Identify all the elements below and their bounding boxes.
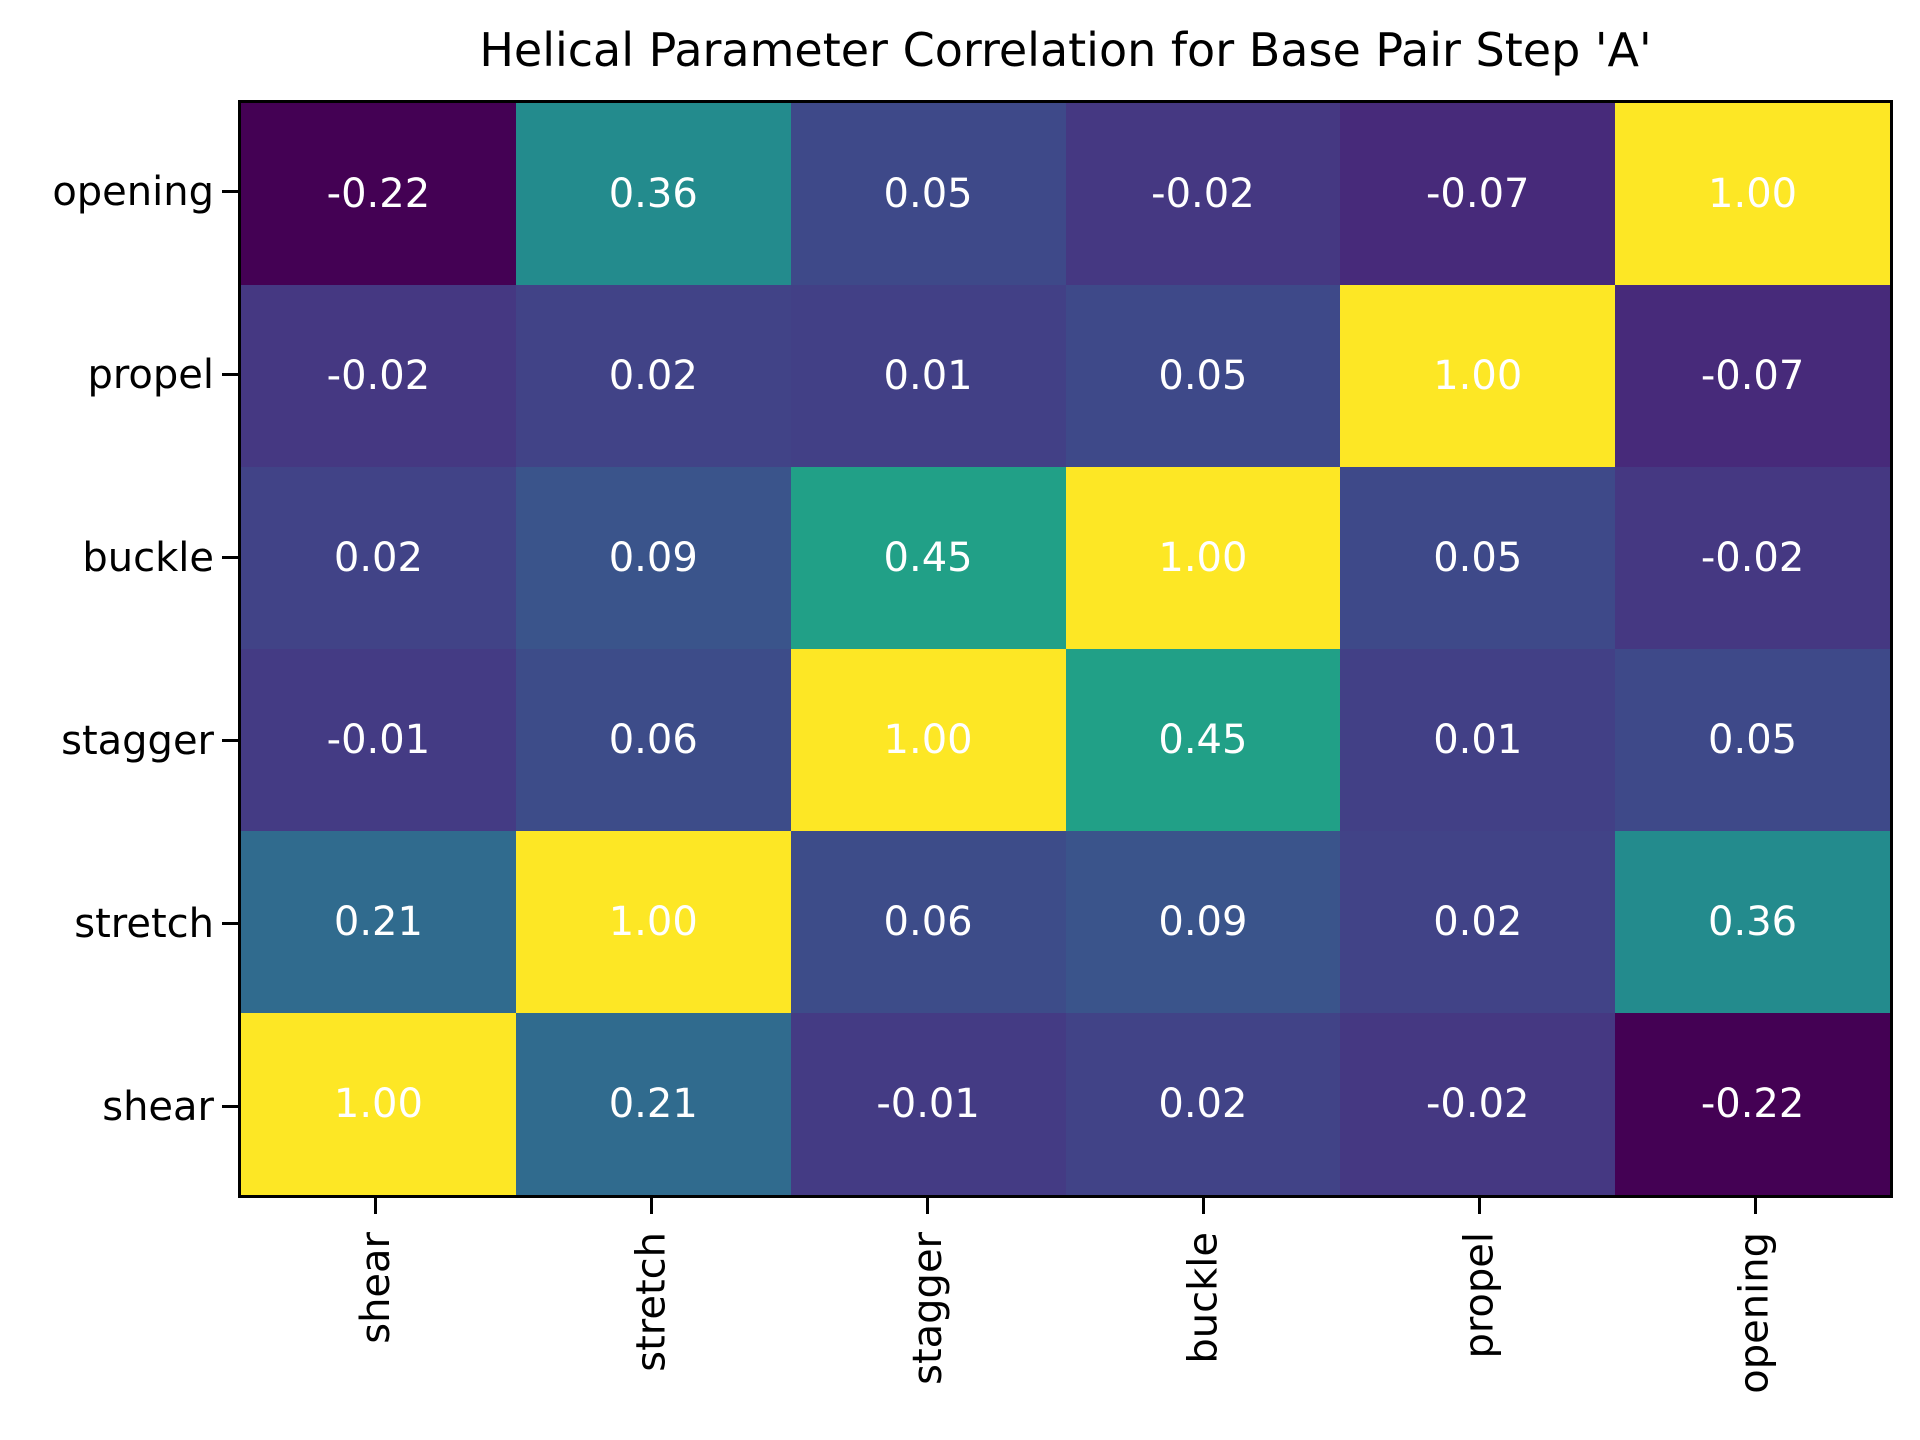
heatmap-cell: 0.06 xyxy=(790,831,1066,1013)
heatmap-cell: 0.01 xyxy=(790,285,1066,467)
x-tick-mark xyxy=(374,1198,378,1214)
heatmap-grid: -0.22 0.36 0.05 -0.02 -0.07 1.00 -0.02 0.02 0.01… xyxy=(238,100,1893,1198)
y-tick-mark xyxy=(222,556,238,559)
y-tick-mark xyxy=(222,190,238,193)
heatmap-cell: -0.02 xyxy=(1065,103,1341,285)
y-tick-mark xyxy=(222,373,238,376)
heatmap-cell: 0.02 xyxy=(1340,831,1616,1013)
x-tick-label: propel xyxy=(1456,1232,1503,1359)
heatmap-cell: 0.02 xyxy=(1065,1013,1341,1195)
heatmap-cell: -0.22 xyxy=(1615,1013,1890,1195)
y-tick-label: shear xyxy=(102,1083,214,1130)
y-tick-label: stagger xyxy=(61,717,214,764)
x-tick-mark xyxy=(1753,1198,1757,1214)
heatmap-cell: 0.02 xyxy=(515,285,791,467)
heatmap-cell: -0.07 xyxy=(1340,103,1616,285)
x-tick-label: buckle xyxy=(1180,1232,1227,1364)
heatmap-cell: 0.45 xyxy=(1065,649,1341,831)
heatmap-cell: 1.00 xyxy=(1340,285,1616,467)
x-tick-label: stretch xyxy=(628,1232,675,1372)
heatmap-cell: 1.00 xyxy=(241,1013,516,1195)
heatmap-cell: 0.05 xyxy=(1615,649,1890,831)
heatmap-cell: 0.36 xyxy=(515,103,791,285)
heatmap-cell: -0.07 xyxy=(1615,285,1890,467)
heatmap-cell: 1.00 xyxy=(515,831,791,1013)
heatmap-cell: 1.00 xyxy=(790,649,1066,831)
heatmap-cell: 0.01 xyxy=(1340,649,1616,831)
heatmap-cell: -0.02 xyxy=(241,285,516,467)
y-tick-mark xyxy=(222,739,238,742)
heatmap-cell: -0.02 xyxy=(1615,467,1890,649)
heatmap-cell: 0.45 xyxy=(790,467,1066,649)
x-tick-mark xyxy=(650,1198,654,1214)
x-tick-mark xyxy=(1201,1198,1205,1214)
y-tick-mark xyxy=(222,922,238,925)
chart-title: Helical Parameter Correlation for Base P… xyxy=(479,23,1652,77)
heatmap-cell: 0.21 xyxy=(515,1013,791,1195)
x-tick-label: opening xyxy=(1732,1232,1779,1394)
heatmap-cell: -0.02 xyxy=(1340,1013,1616,1195)
heatmap-cell: 0.05 xyxy=(790,103,1066,285)
heatmap-cell: -0.01 xyxy=(241,649,516,831)
x-tick-mark xyxy=(926,1198,930,1214)
y-tick-label: buckle xyxy=(82,534,214,581)
heatmap-cell: 0.09 xyxy=(515,467,791,649)
x-tick-label: stagger xyxy=(904,1232,951,1385)
heatmap-cell: -0.22 xyxy=(241,103,516,285)
heatmap-cell: 1.00 xyxy=(1615,103,1890,285)
x-tick-mark xyxy=(1477,1198,1481,1214)
heatmap-cell: 0.02 xyxy=(241,467,516,649)
heatmap-cell: 0.36 xyxy=(1615,831,1890,1013)
heatmap-cell: 0.09 xyxy=(1065,831,1341,1013)
y-tick-label: stretch xyxy=(74,900,214,947)
heatmap-cell: 0.21 xyxy=(241,831,516,1013)
heatmap-cell: 1.00 xyxy=(1065,467,1341,649)
x-tick-label: shear xyxy=(352,1232,399,1344)
y-tick-label: opening xyxy=(52,168,214,215)
heatmap-cell: 0.06 xyxy=(515,649,791,831)
heatmap-cell: -0.01 xyxy=(790,1013,1066,1195)
heatmap-cell: 0.05 xyxy=(1340,467,1616,649)
heatmap-cell: 0.05 xyxy=(1065,285,1341,467)
y-tick-mark xyxy=(222,1105,238,1108)
y-tick-label: propel xyxy=(87,351,214,398)
